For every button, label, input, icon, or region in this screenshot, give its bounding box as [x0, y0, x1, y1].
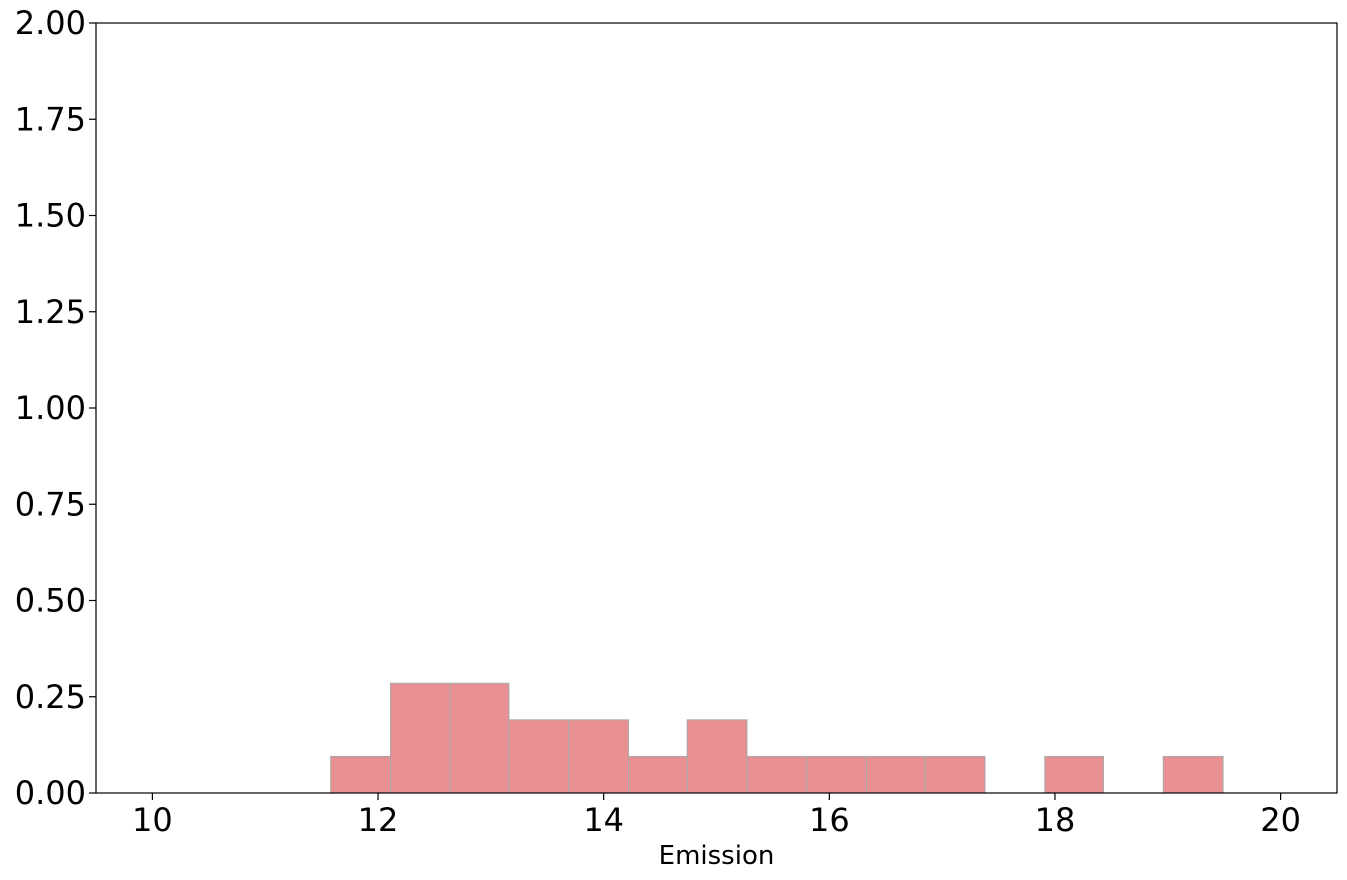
y-axis-ticks: 0.00 0.25 0.50 0.75 1.00 1.25 1.50 1.75 2.00 — [15, 4, 96, 812]
plot-frame — [95, 22, 1338, 794]
histogram-bar — [330, 755, 391, 794]
histogram-bar — [1162, 755, 1224, 794]
x-tick-label: 14 — [583, 801, 624, 839]
histogram-bars — [330, 682, 1224, 794]
histogram-bar — [628, 755, 688, 794]
y-tick-label: 0.75 — [15, 485, 86, 523]
y-tick-label: 1.50 — [15, 197, 86, 235]
y-tick-label: 0.25 — [15, 678, 86, 716]
histogram-bar — [508, 719, 570, 794]
x-tick-label: 20 — [1260, 801, 1301, 839]
y-tick-label: 1.00 — [15, 389, 86, 427]
histogram-bar — [389, 682, 451, 794]
histogram-bar — [568, 719, 630, 794]
histogram-bar — [866, 755, 926, 794]
histogram-bar — [1044, 755, 1104, 794]
histogram-bar — [924, 755, 986, 794]
y-tick-label: 2.00 — [15, 4, 86, 42]
x-tick-label: 16 — [809, 801, 850, 839]
x-axis-ticks: 10 12 14 16 18 20 — [132, 793, 1301, 839]
x-tick-label: 10 — [132, 801, 173, 839]
x-tick-label: 18 — [1035, 801, 1076, 839]
y-tick-label: 0.50 — [15, 582, 86, 620]
histogram-bar — [449, 682, 510, 794]
histogram-bar — [686, 719, 748, 794]
histogram-bar — [806, 755, 868, 794]
y-tick-label: 1.25 — [15, 293, 86, 331]
y-tick-label: 0.00 — [15, 774, 86, 812]
x-axis-label: Emission — [659, 841, 775, 871]
x-tick-label: 12 — [358, 801, 399, 839]
histogram-bar — [746, 755, 808, 794]
y-tick-label: 1.75 — [15, 100, 86, 138]
